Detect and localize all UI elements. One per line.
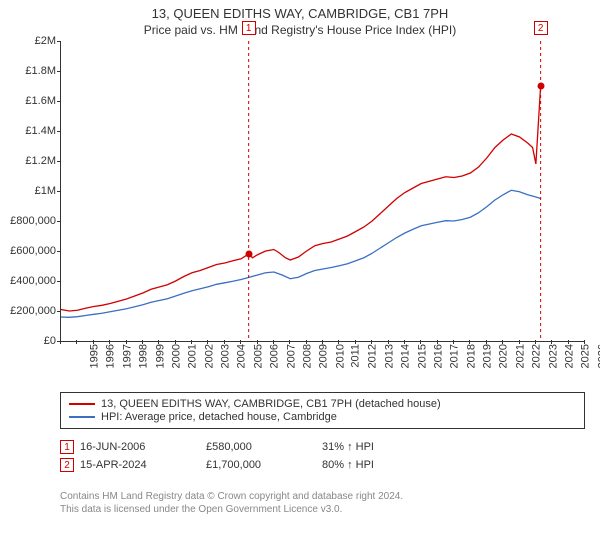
y-tick-label: £1.8M xyxy=(6,65,56,77)
x-tick-label: 2015 xyxy=(416,344,428,368)
x-tick-label: 2026 xyxy=(596,344,600,368)
x-tick-label: 2011 xyxy=(350,344,362,368)
x-tick-label: 2022 xyxy=(531,344,543,368)
y-tick-label: £1.6M xyxy=(6,95,56,107)
y-tick-label: £1M xyxy=(6,185,56,197)
sale-pct: 31% ↑ HPI xyxy=(322,441,432,453)
legend-item: 13, QUEEN EDITHS WAY, CAMBRIDGE, CB1 7PH… xyxy=(69,398,576,410)
footer-line: This data is licensed under the Open Gov… xyxy=(60,503,585,516)
x-tick-label: 2007 xyxy=(285,344,297,368)
x-tick-label: 2008 xyxy=(301,344,313,368)
x-tick-label: 2010 xyxy=(334,344,346,368)
y-tick-label: £1.4M xyxy=(6,125,56,137)
x-tick-label: 2021 xyxy=(514,344,526,368)
y-tick-label: £200,000 xyxy=(6,305,56,317)
series-property xyxy=(61,86,541,311)
sales-table: 1 16-JUN-2006 £580,000 31% ↑ HPI 2 15-AP… xyxy=(60,436,585,472)
plot-region: £0£200,000£400,000£600,000£800,000£1M£1.… xyxy=(60,41,585,342)
legend-label: 13, QUEEN EDITHS WAY, CAMBRIDGE, CB1 7PH… xyxy=(101,398,441,410)
x-tick-label: 2017 xyxy=(449,344,461,368)
sale-dot xyxy=(537,83,544,90)
x-tick-label: 1999 xyxy=(154,344,166,368)
chart-area: £0£200,000£400,000£600,000£800,000£1M£1.… xyxy=(60,41,585,371)
x-tick-label: 2023 xyxy=(547,344,559,368)
legend-swatch xyxy=(69,416,95,418)
y-tick-label: £1.2M xyxy=(6,155,56,167)
x-tick-label: 2009 xyxy=(318,344,330,368)
legend-swatch xyxy=(69,403,95,405)
chart-title: 13, QUEEN EDITHS WAY, CAMBRIDGE, CB1 7PH xyxy=(0,0,600,21)
legend: 13, QUEEN EDITHS WAY, CAMBRIDGE, CB1 7PH… xyxy=(60,392,585,429)
y-tick-label: £600,000 xyxy=(6,245,56,257)
x-tick-label: 2019 xyxy=(481,344,493,368)
y-tick-label: £800,000 xyxy=(6,215,56,227)
x-tick-label: 2014 xyxy=(400,344,412,368)
x-tick-label: 2020 xyxy=(498,344,510,368)
sale-price: £1,700,000 xyxy=(206,459,316,471)
x-tick-label: 1996 xyxy=(105,344,117,368)
x-tick-label: 2005 xyxy=(252,344,264,368)
x-axis: 1995 1996 1997 1998 1999 2000 2001 2002 2003 2004… xyxy=(60,344,585,384)
sale-price: £580,000 xyxy=(206,441,316,453)
chart-subtitle: Price paid vs. HM Land Registry's House … xyxy=(0,21,600,41)
sale-dot xyxy=(245,251,252,258)
series-hpi xyxy=(61,190,541,317)
plot-svg xyxy=(61,41,585,341)
x-tick-label: 2004 xyxy=(236,344,248,368)
x-tick-label: 1997 xyxy=(121,344,133,368)
legend-label: HPI: Average price, detached house, Camb… xyxy=(101,411,337,423)
sale-pct: 80% ↑ HPI xyxy=(322,459,432,471)
footer: Contains HM Land Registry data © Crown c… xyxy=(60,490,585,516)
x-tick-label: 1995 xyxy=(88,344,100,368)
y-tick-label: £2M xyxy=(6,35,56,47)
sale-badge: 1 xyxy=(60,440,74,454)
sale-row: 1 16-JUN-2006 £580,000 31% ↑ HPI xyxy=(60,440,585,454)
sale-row: 2 15-APR-2024 £1,700,000 80% ↑ HPI xyxy=(60,458,585,472)
x-tick-label: 2002 xyxy=(203,344,215,368)
x-tick-label: 2003 xyxy=(219,344,231,368)
legend-item: HPI: Average price, detached house, Camb… xyxy=(69,411,576,423)
sale-date: 15-APR-2024 xyxy=(80,459,200,471)
sale-badge: 2 xyxy=(60,458,74,472)
sale-date: 16-JUN-2006 xyxy=(80,441,200,453)
x-tick-label: 2018 xyxy=(465,344,477,368)
y-tick-label: £400,000 xyxy=(6,275,56,287)
x-tick-label: 2025 xyxy=(580,344,592,368)
x-tick-label: 2000 xyxy=(170,344,182,368)
x-tick-label: 2013 xyxy=(383,344,395,368)
sale-marker-badge: 1 xyxy=(242,21,256,35)
footer-line: Contains HM Land Registry data © Crown c… xyxy=(60,490,585,503)
x-tick-label: 2006 xyxy=(269,344,281,368)
sale-marker-badge: 2 xyxy=(534,21,548,35)
x-tick-label: 2016 xyxy=(432,344,444,368)
x-tick-label: 2024 xyxy=(563,344,575,368)
y-tick-label: £0 xyxy=(6,335,56,347)
x-tick-label: 1998 xyxy=(138,344,150,368)
x-tick-label: 2012 xyxy=(367,344,379,368)
x-tick-label: 2001 xyxy=(187,344,199,368)
